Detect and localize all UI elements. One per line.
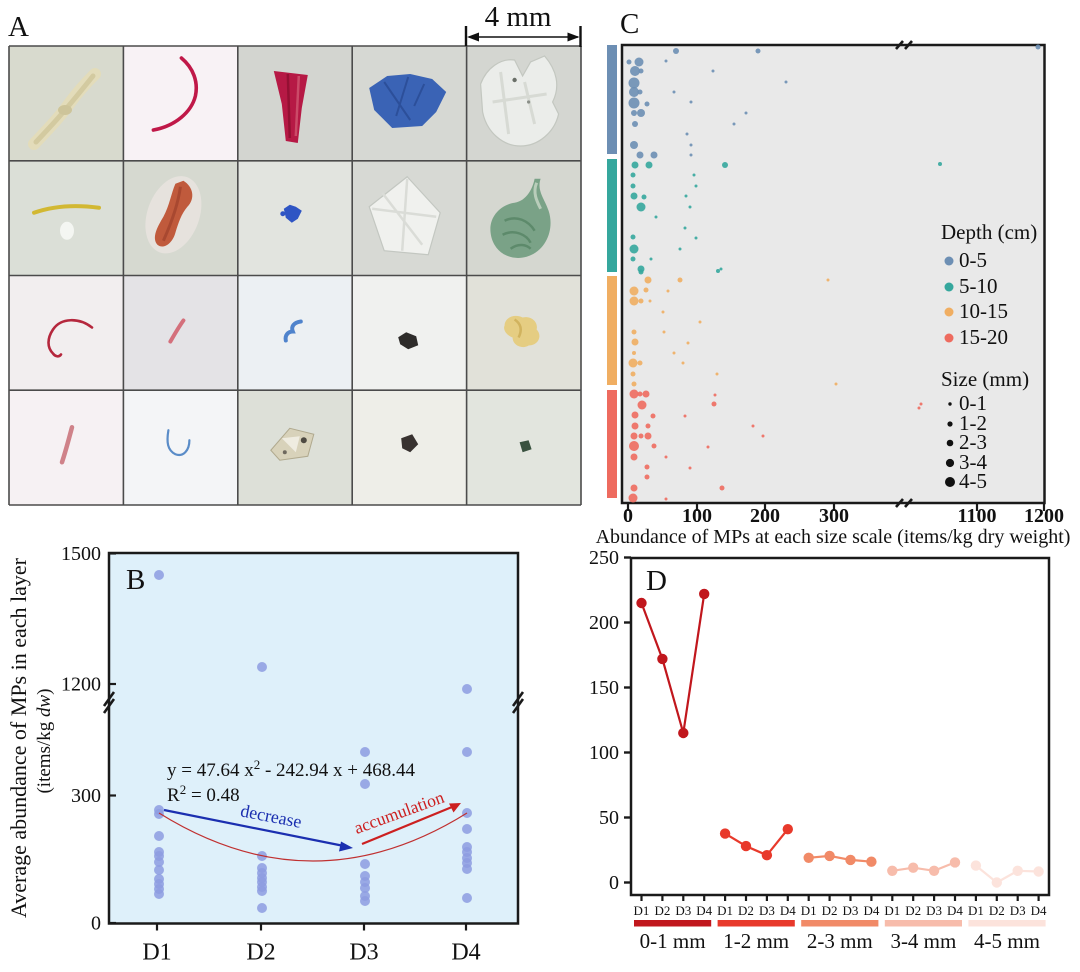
svg-text:C: C [620,8,639,40]
svg-text:Average abundance of MPs in ea: Average abundance of MPs in each layer [6,557,31,918]
svg-text:10-15: 10-15 [959,299,1008,323]
svg-text:1-2 mm: 1-2 mm [723,929,789,953]
svg-text:200: 200 [589,612,619,634]
svg-text:1500: 1500 [61,543,101,565]
svg-text:D3: D3 [759,903,775,918]
svg-text:A: A [8,11,29,43]
svg-text:D1: D1 [142,940,171,966]
svg-text:D3: D3 [675,903,691,918]
svg-text:D4: D4 [863,903,879,918]
svg-text:D2: D2 [989,903,1005,918]
svg-text:D1: D1 [634,903,650,918]
svg-text:D4: D4 [696,903,712,918]
svg-text:D3: D3 [926,903,942,918]
svg-text:250: 250 [589,547,619,569]
svg-text:D1: D1 [968,903,984,918]
svg-text:Abundance of MPs at each size: Abundance of MPs at each size scale (ite… [596,526,1071,548]
svg-text:100: 100 [589,742,619,764]
svg-text:0-1: 0-1 [959,391,987,415]
svg-text:Size (mm): Size (mm) [941,367,1029,391]
svg-text:Depth (cm): Depth (cm) [941,220,1037,244]
svg-text:1200: 1200 [61,674,101,696]
svg-text:y = 47.64 x2 - 242.94 x + 468.: y = 47.64 x2 - 242.94 x + 468.44 [167,757,416,781]
svg-text:D2: D2 [246,940,275,966]
svg-text:D2: D2 [654,903,670,918]
svg-text:D: D [646,565,667,597]
svg-text:D4: D4 [1031,903,1047,918]
svg-text:300: 300 [71,785,101,807]
svg-text:4 mm: 4 mm [485,1,552,33]
svg-text:D1: D1 [801,903,817,918]
svg-text:(items/kg dw): (items/kg dw) [34,688,55,793]
svg-text:0-5: 0-5 [959,248,987,272]
svg-text:1-2: 1-2 [959,411,987,435]
svg-text:D2: D2 [822,903,838,918]
svg-text:D3: D3 [1010,903,1026,918]
svg-text:3-4 mm: 3-4 mm [890,929,956,953]
svg-text:D4: D4 [947,903,963,918]
svg-text:D1: D1 [717,903,733,918]
svg-text:300: 300 [819,505,849,527]
svg-text:100: 100 [682,505,712,527]
svg-text:B: B [126,564,145,596]
svg-text:3-4: 3-4 [959,450,987,474]
svg-text:2-3 mm: 2-3 mm [807,929,873,953]
svg-text:D2: D2 [738,903,754,918]
svg-text:150: 150 [589,677,619,699]
svg-text:50: 50 [599,807,619,829]
svg-text:2-3: 2-3 [959,430,987,454]
svg-text:D2: D2 [905,903,921,918]
svg-text:0: 0 [609,872,619,894]
svg-text:0: 0 [623,505,633,527]
svg-text:4-5 mm: 4-5 mm [974,929,1040,953]
svg-text:0: 0 [91,913,101,935]
svg-text:R2 = 0.48: R2 = 0.48 [167,782,240,806]
svg-text:1100: 1100 [958,505,997,527]
svg-text:4-5: 4-5 [959,469,987,493]
svg-text:200: 200 [750,505,780,527]
svg-text:0-1 mm: 0-1 mm [640,929,706,953]
svg-text:D4: D4 [451,940,480,966]
svg-text:D3: D3 [349,940,378,966]
svg-text:15-20: 15-20 [959,325,1008,349]
svg-text:D1: D1 [884,903,900,918]
svg-text:5-10: 5-10 [959,274,998,298]
svg-text:1200: 1200 [1024,505,1064,527]
svg-text:D3: D3 [843,903,859,918]
svg-text:D4: D4 [780,903,796,918]
